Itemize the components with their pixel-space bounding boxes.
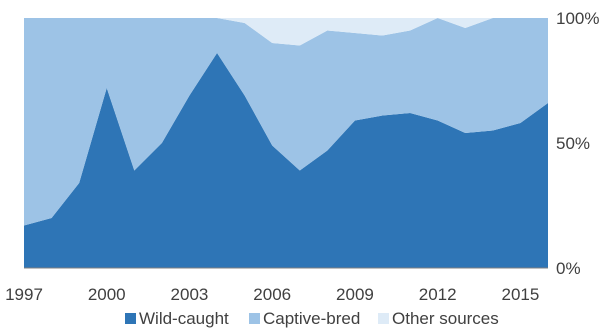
y-tick-label: 100% <box>556 9 599 28</box>
legend-item-wild-caught: Wild-caught <box>125 309 229 328</box>
x-tick-label: 2000 <box>88 285 126 304</box>
x-tick-label: 2015 <box>502 285 540 304</box>
x-tick-label: 2006 <box>253 285 291 304</box>
area-wild-caught <box>24 53 548 268</box>
y-tick-label: 0% <box>556 259 581 278</box>
area-captive-bred <box>24 18 548 226</box>
legend-swatch <box>125 313 136 324</box>
y-tick-label: 50% <box>556 134 590 153</box>
legend-label: Wild-caught <box>139 309 229 328</box>
legend-swatch <box>378 313 389 324</box>
x-tick-label: 2012 <box>419 285 457 304</box>
legend: Wild-caught Captive-bred Other sources <box>125 309 499 328</box>
plot-areas <box>24 18 548 268</box>
legend-swatch <box>249 313 260 324</box>
axes: 1997 2000 2003 2006 2009 2012 2015 0% 50% 100% <box>5 9 599 304</box>
legend-item-captive-bred: Captive-bred <box>249 309 360 328</box>
legend-label: Other sources <box>392 309 499 328</box>
x-tick-label: 2003 <box>171 285 209 304</box>
legend-item-other-sources: Other sources <box>378 309 499 328</box>
area-other-sources <box>24 18 548 46</box>
x-tick-label: 2009 <box>336 285 374 304</box>
legend-label: Captive-bred <box>263 309 360 328</box>
x-tick-label: 1997 <box>5 285 43 304</box>
